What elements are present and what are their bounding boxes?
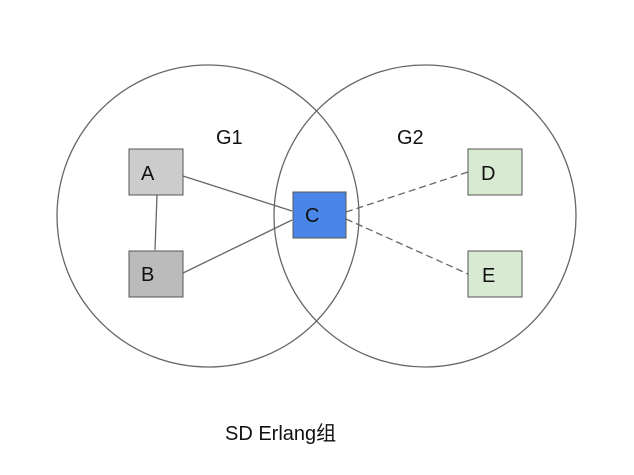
group-g1-circle xyxy=(56,64,360,368)
group-g1-label: G1 xyxy=(216,127,243,149)
node-b-label: B xyxy=(141,264,154,286)
node-e-box xyxy=(467,250,523,298)
group-g2-label: G2 xyxy=(397,127,424,149)
node-a-box xyxy=(128,148,184,196)
node-c: C xyxy=(292,191,347,239)
node-d-box xyxy=(467,148,523,196)
node-e-label: E xyxy=(482,265,495,287)
edge-c-d xyxy=(345,171,469,213)
node-b: B xyxy=(128,250,184,298)
edge-a-c xyxy=(182,175,293,212)
node-d-label: D xyxy=(481,163,495,185)
edge-b-c xyxy=(182,219,293,274)
node-c-box xyxy=(292,191,347,239)
node-a-label: A xyxy=(141,163,155,185)
node-b-box xyxy=(128,250,184,298)
node-d: D xyxy=(467,148,523,196)
group-g2-circle xyxy=(273,64,577,368)
node-a: A xyxy=(128,148,184,196)
edge-a-b xyxy=(154,194,158,251)
node-e: E xyxy=(467,250,523,298)
node-c-label: C xyxy=(305,205,319,227)
diagram-caption: SD Erlang组 xyxy=(225,422,336,445)
edge-c-e xyxy=(345,218,469,275)
